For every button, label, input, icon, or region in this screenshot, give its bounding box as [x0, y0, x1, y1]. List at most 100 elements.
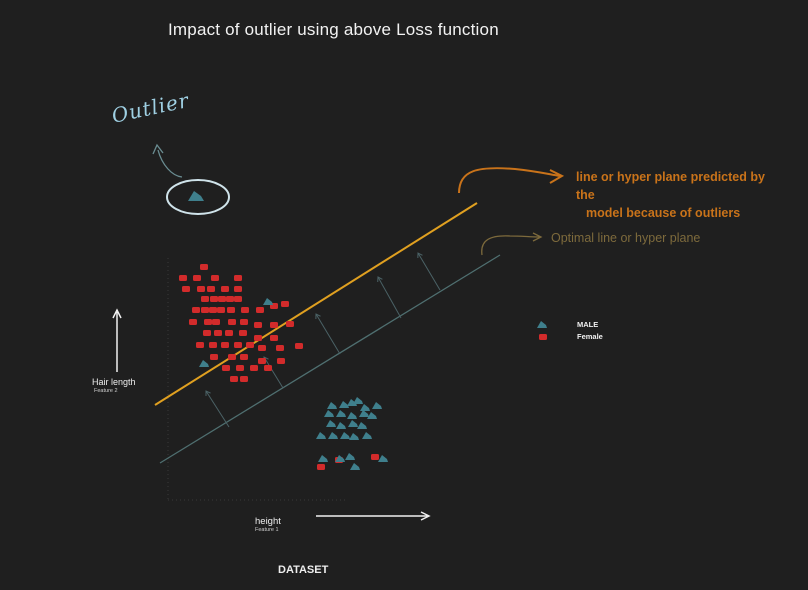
female-point [234, 286, 242, 292]
predicted-label-arrow [458, 167, 561, 194]
optimal-label-arrow [481, 235, 541, 256]
female-point [234, 275, 242, 281]
male-point [335, 455, 345, 462]
male-point [318, 455, 328, 462]
female-point [254, 335, 262, 341]
female-point [270, 322, 278, 328]
female-point [240, 319, 248, 325]
shift-arrow [205, 390, 230, 428]
outlier-marker [188, 191, 204, 201]
female-point [317, 464, 325, 470]
male-point [324, 410, 334, 417]
female-point [281, 301, 289, 307]
outlier-pointer-arrow [157, 149, 183, 178]
female-point [221, 286, 229, 292]
legend-male-label: MALE [577, 320, 599, 329]
female-point [222, 365, 230, 371]
male-point [372, 402, 382, 409]
predicted-line-label-line1: line or hyper plane predicted by the [576, 170, 765, 202]
female-point [270, 335, 278, 341]
male-point [263, 298, 273, 305]
female-points [179, 264, 379, 470]
female-point [228, 319, 236, 325]
predicted-label-arrowhead [549, 169, 565, 184]
optimal-line [159, 254, 501, 464]
female-point [214, 330, 222, 336]
outlier-circle [166, 179, 230, 215]
x-axis-label: height [255, 516, 281, 527]
female-point [234, 296, 242, 302]
legend-female-marker [539, 334, 547, 340]
female-point [203, 330, 211, 336]
y-axis-arrowhead [112, 308, 122, 319]
male-point [328, 432, 338, 439]
x-axis-sublabel: Feature 1 [255, 527, 279, 533]
female-point [234, 342, 242, 348]
female-point [254, 322, 262, 328]
female-point [258, 358, 266, 364]
female-point [200, 264, 208, 270]
female-point [210, 354, 218, 360]
female-point [209, 342, 217, 348]
male-point [348, 420, 358, 427]
shift-arrow [315, 313, 341, 355]
female-point [192, 307, 200, 313]
y-axis-sublabel: Feature 2 [94, 388, 118, 394]
male-point [336, 422, 346, 429]
female-point [212, 319, 220, 325]
male-point [353, 397, 363, 404]
female-point [264, 365, 272, 371]
female-point [182, 286, 190, 292]
female-point [371, 454, 379, 460]
female-point [239, 330, 247, 336]
legend-female-label: Female [577, 332, 603, 341]
male-point [362, 432, 372, 439]
female-point [218, 296, 226, 302]
optimal-label-arrowhead [532, 232, 543, 242]
female-point [276, 345, 284, 351]
male-point [326, 420, 336, 427]
female-point [226, 296, 234, 302]
female-point [258, 345, 266, 351]
female-point [246, 342, 254, 348]
male-point [199, 360, 209, 367]
female-point [207, 286, 215, 292]
female-point [221, 342, 229, 348]
male-point [345, 453, 355, 460]
female-point [230, 376, 238, 382]
predicted-line [154, 202, 478, 406]
optimal-line-label: Optimal line or hyper plane [551, 231, 701, 245]
female-point [250, 365, 258, 371]
female-point [201, 307, 209, 313]
female-point [256, 307, 264, 313]
shift-arrow [417, 252, 441, 291]
male-point [327, 402, 337, 409]
male-point [349, 433, 359, 440]
shift-arrowhead [417, 252, 423, 259]
male-point [347, 399, 357, 406]
female-point [240, 354, 248, 360]
female-point [295, 343, 303, 349]
female-point [197, 286, 205, 292]
female-point [179, 275, 187, 281]
shift-arrows [205, 252, 441, 428]
male-point [316, 432, 326, 439]
female-point [277, 358, 285, 364]
female-point [225, 330, 233, 336]
y-axis-label: Hair length [92, 377, 136, 387]
male-points [199, 298, 388, 470]
female-point [189, 319, 197, 325]
female-point [204, 319, 212, 325]
female-point [209, 307, 217, 313]
male-point [359, 410, 369, 417]
female-point [286, 321, 294, 327]
female-point [227, 307, 235, 313]
female-point [193, 275, 201, 281]
male-point [378, 455, 388, 462]
female-point [241, 307, 249, 313]
female-point [240, 376, 248, 382]
x-axis-arrowhead [420, 511, 431, 521]
predicted-line-label: line or hyper plane predicted by the mod… [576, 168, 786, 222]
female-point [196, 342, 204, 348]
female-point [228, 354, 236, 360]
